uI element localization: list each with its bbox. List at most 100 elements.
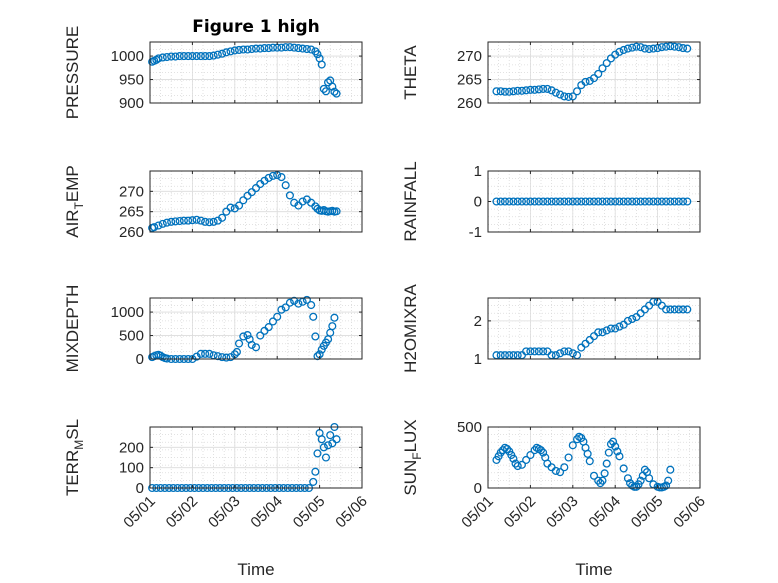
y-axis-label: TERRMSL [63, 419, 86, 496]
data-point [309, 477, 318, 486]
x-tick-label: 05/05 [290, 493, 329, 532]
series-markers [492, 197, 692, 206]
data-point [666, 42, 675, 51]
data-point [201, 52, 210, 61]
data-point [234, 339, 244, 348]
data-point [281, 303, 290, 312]
data-point [526, 85, 535, 94]
data-point [623, 197, 632, 206]
data-point [256, 331, 265, 340]
data-point [556, 197, 565, 206]
data-point [285, 191, 294, 200]
data-point [596, 479, 605, 488]
data-point [636, 197, 645, 206]
data-point [662, 305, 671, 314]
data-point [526, 197, 535, 206]
data-point [188, 216, 197, 225]
data-point [184, 52, 193, 61]
x-tick-label: 05/06 [670, 493, 709, 532]
data-point [264, 323, 273, 332]
y-axis-label: PRESSURE [63, 26, 82, 120]
data-point [321, 453, 331, 462]
data-point [192, 52, 201, 61]
data-point [222, 48, 231, 57]
data-point [298, 44, 307, 53]
x-tick-label: 05/01 [120, 493, 159, 532]
data-point [556, 90, 565, 99]
data-point [560, 347, 569, 356]
data-point [543, 197, 552, 206]
subplot-rainfall: -1 0 1 RAINFALL [401, 161, 701, 242]
data-point [230, 46, 239, 55]
data-point [526, 347, 535, 356]
data-point [670, 305, 679, 314]
data-point [319, 443, 328, 452]
data-point [636, 476, 645, 485]
data-point [302, 44, 311, 54]
data-point [602, 59, 611, 68]
data-point [551, 466, 560, 475]
data-point [281, 43, 290, 52]
data-point [509, 87, 518, 96]
x-tick-label: 05/01 [458, 493, 497, 532]
data-point [218, 213, 227, 222]
data-point [604, 448, 613, 457]
axes-frame [149, 426, 363, 489]
data-point [222, 353, 231, 362]
x-axis-label: Time [575, 560, 612, 579]
data-point [517, 86, 526, 95]
data-point [196, 52, 205, 61]
data-point [294, 201, 303, 210]
data-point [572, 197, 582, 206]
data-point [154, 221, 163, 230]
data-point [218, 353, 227, 362]
data-point [285, 43, 294, 52]
data-point [264, 173, 273, 182]
data-point [247, 340, 256, 349]
data-point [239, 332, 248, 341]
data-point [640, 197, 649, 206]
data-point [496, 448, 505, 457]
data-point [239, 196, 248, 205]
y-axis-label: RAINFALL [401, 161, 420, 241]
x-tick-label: 05/02 [501, 493, 540, 532]
data-point [606, 324, 616, 333]
data-point [530, 197, 539, 206]
data-point [613, 447, 622, 456]
data-point [619, 197, 628, 206]
data-point [678, 305, 688, 314]
data-point [589, 471, 599, 480]
y-tick-label: 260 [457, 95, 482, 112]
y-tick-label: 1000 [111, 304, 144, 321]
data-point [594, 476, 603, 485]
data-point [251, 343, 261, 352]
data-point [179, 216, 188, 225]
data-point [594, 328, 603, 337]
data-point [268, 171, 278, 180]
data-point [568, 92, 577, 101]
data-point [598, 64, 607, 73]
data-point [657, 43, 666, 52]
data-point [522, 197, 531, 206]
data-point [247, 44, 256, 54]
data-point [328, 322, 337, 331]
data-point [628, 314, 637, 324]
data-point [302, 295, 311, 304]
data-point [243, 331, 252, 340]
axes-frame [149, 170, 363, 233]
data-point [509, 454, 518, 463]
data-point [598, 197, 607, 206]
data-point [243, 45, 252, 54]
data-point [564, 92, 573, 101]
data-point [606, 440, 616, 449]
data-point [332, 435, 341, 444]
data-point [505, 87, 514, 96]
data-point [205, 349, 214, 358]
data-point [606, 197, 616, 206]
data-point [311, 332, 320, 341]
data-point [645, 197, 654, 206]
data-point [594, 197, 603, 206]
data-point [615, 47, 624, 56]
data-point [674, 197, 683, 206]
data-point [332, 89, 341, 98]
